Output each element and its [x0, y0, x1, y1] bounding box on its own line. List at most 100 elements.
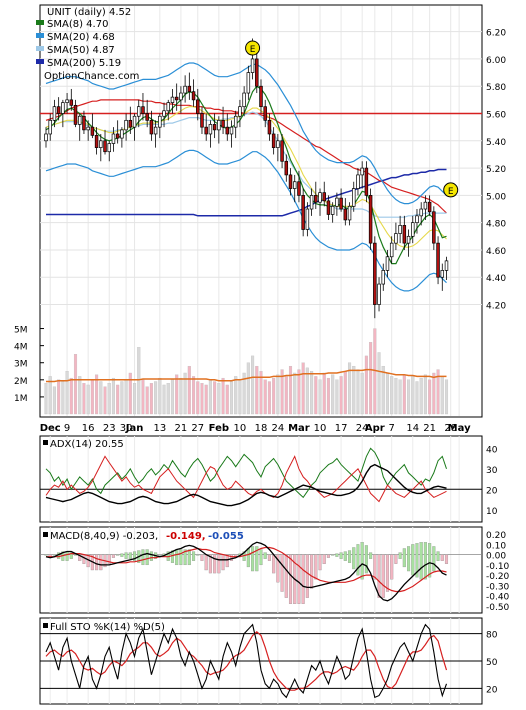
legend-sma20: SMA(20) 4.68 [47, 32, 115, 43]
x-tick-label: 27 [191, 423, 204, 434]
macd-histogram-bar [440, 554, 444, 561]
macd-histogram-bar [52, 554, 56, 556]
marks-layer [40, 38, 482, 699]
candle-body [330, 205, 335, 215]
x-tick-label: 13 [153, 423, 166, 434]
legend-swatch-sma200 [36, 59, 44, 64]
macd-histogram-bar [398, 552, 402, 559]
volume-bar [347, 362, 352, 415]
price-tick-label: 5.20 [486, 165, 506, 175]
candle-body [343, 208, 348, 221]
candle-body [297, 181, 301, 196]
volume-bar [390, 376, 394, 415]
x-tick-label: 18 [255, 423, 268, 434]
volume-bar [221, 377, 225, 415]
macd-histogram-bar [288, 554, 293, 604]
macd-title: MACD(8,40,9) -0.203, [50, 531, 158, 542]
adx-title: ADX(14) 20.55 [50, 439, 124, 450]
x-tick-label: 28 [444, 423, 457, 434]
macd-histogram-bar [120, 553, 124, 557]
candle-body [208, 124, 213, 135]
macd-histogram-bar [428, 543, 432, 578]
macd-histogram-bar [301, 554, 305, 604]
candle-body [128, 119, 133, 128]
candle-body [221, 119, 225, 128]
band-upper-line [45, 62, 447, 205]
volume-bar [175, 374, 179, 415]
x-tick-label: 10 [314, 423, 327, 434]
volume-bar [407, 379, 411, 415]
macd-histogram-bar [200, 554, 204, 561]
volume-bar [48, 376, 52, 415]
macd-histogram-bar [213, 554, 217, 574]
legend-swatch-sma50 [36, 46, 44, 51]
volume-bar [246, 362, 250, 415]
sto-swatch [43, 623, 48, 628]
volume-bar [162, 384, 166, 415]
x-tick-label: Feb [209, 423, 229, 434]
macd-histogram-bar [381, 554, 385, 598]
macd-histogram-bar [347, 550, 352, 563]
volume-tick-label: 5M [14, 326, 28, 336]
price-panel-frame [39, 4, 483, 418]
candle-body [398, 225, 402, 234]
candle-body [61, 102, 65, 114]
volume-bar [331, 374, 335, 415]
candle-body [187, 85, 192, 93]
macd-histogram-bar [423, 542, 427, 580]
candle-body [141, 106, 145, 114]
candle-body [381, 270, 385, 285]
candle-body [233, 115, 238, 128]
macd-histogram-bar [170, 550, 175, 563]
earnings-marker-label: E [250, 45, 256, 55]
macd-histogram-bar [44, 554, 48, 556]
volume-bar [377, 352, 381, 415]
candle-body [56, 106, 61, 114]
macd-histogram-bar [204, 554, 208, 571]
volume-bar [90, 379, 94, 415]
panel-tick-label: 50 [486, 658, 498, 668]
candle-body [356, 174, 360, 189]
legend-swatch-sma8 [36, 20, 44, 25]
panel-tick-label: -0.50 [486, 603, 510, 613]
candle-body [246, 72, 251, 94]
candle-body [280, 140, 284, 162]
sma200-line [46, 168, 447, 217]
candle-body [94, 134, 99, 148]
volume-bar [82, 383, 86, 415]
candle-body [238, 106, 242, 117]
candle-body [267, 119, 272, 135]
volume-bar [145, 386, 149, 415]
price-tick-label: 5.60 [486, 111, 506, 121]
price-tick-label: 5.80 [486, 83, 506, 93]
macd-hist-value: -0.055 [208, 531, 244, 542]
x-tick-label: 30 [120, 423, 133, 434]
volume-bar [423, 374, 427, 415]
macd-histogram-bar [339, 552, 343, 559]
macd-histogram-bar [145, 549, 149, 566]
macd-histogram-bar [432, 546, 436, 572]
macd-histogram-bar [280, 554, 284, 592]
volume-bar [69, 377, 73, 415]
volume-bar [57, 379, 61, 415]
price-tick-label: 6.20 [486, 29, 506, 39]
volume-bar [322, 372, 326, 415]
watermark: OptionChance.com [44, 71, 139, 82]
candle-body [259, 85, 263, 108]
volume-bar [116, 384, 120, 415]
macd-histogram-bar [373, 554, 377, 580]
macd-histogram-bar [394, 554, 398, 565]
volume-bar [124, 379, 128, 415]
volume-bar [154, 381, 158, 415]
candle-body [402, 225, 407, 244]
candle-body [183, 85, 187, 94]
candle-body [179, 92, 183, 101]
volume-bar [111, 377, 115, 415]
volume-bar [225, 384, 229, 415]
macd-histogram-bar [343, 551, 347, 561]
x-tick-label: Dec [40, 423, 61, 434]
panel-tick-label: 0.10 [486, 541, 506, 551]
panel-tick-label: -0.20 [486, 572, 510, 582]
macd-histogram-bar [95, 554, 99, 571]
candle-body [292, 181, 297, 189]
